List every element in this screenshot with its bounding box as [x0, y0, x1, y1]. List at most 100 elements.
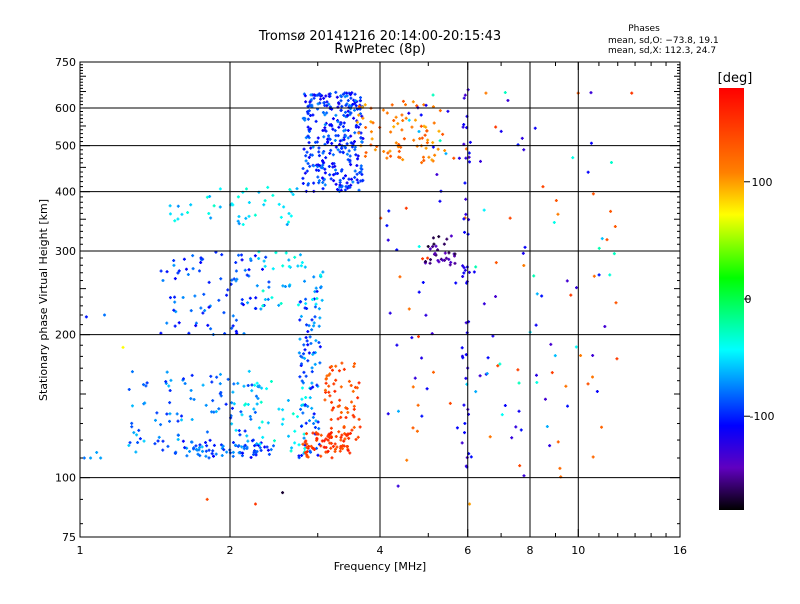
- data-point: [199, 306, 203, 310]
- data-point: [207, 448, 211, 452]
- data-point: [463, 268, 467, 272]
- data-point: [234, 261, 238, 265]
- data-point: [443, 149, 447, 153]
- data-point: [395, 343, 399, 347]
- data-point: [498, 362, 502, 366]
- data-point: [415, 144, 419, 148]
- data-point: [356, 435, 360, 439]
- data-point: [330, 368, 334, 372]
- data-point: [447, 251, 451, 255]
- data-point: [307, 444, 311, 448]
- data-point: [161, 279, 165, 283]
- data-point: [284, 251, 288, 255]
- data-point: [277, 303, 281, 307]
- data-point: [226, 377, 230, 381]
- data-point: [176, 271, 180, 275]
- data-point: [182, 257, 186, 261]
- data-point: [209, 216, 213, 220]
- data-point: [306, 117, 310, 121]
- data-point: [311, 385, 315, 389]
- data-point: [279, 215, 283, 219]
- data-point: [326, 137, 330, 141]
- data-point: [421, 280, 425, 284]
- data-point: [421, 257, 425, 261]
- data-point: [334, 168, 338, 172]
- data-point: [130, 421, 134, 425]
- data-point: [250, 383, 254, 387]
- data-point: [322, 177, 326, 181]
- data-point: [300, 386, 304, 390]
- data-point: [340, 185, 344, 189]
- data-point: [310, 406, 314, 410]
- data-point: [201, 257, 205, 261]
- data-point: [305, 442, 309, 446]
- data-point: [306, 134, 310, 138]
- data-point: [254, 394, 258, 398]
- data-point: [230, 326, 234, 330]
- data-point: [534, 323, 538, 327]
- data-point: [296, 264, 300, 268]
- data-point: [419, 124, 423, 128]
- data-point: [218, 382, 222, 386]
- data-point: [449, 260, 453, 264]
- data-point: [423, 133, 427, 137]
- data-point: [316, 453, 320, 457]
- data-point: [343, 95, 347, 99]
- data-point: [523, 245, 527, 249]
- data-point: [345, 94, 349, 98]
- data-point: [203, 309, 207, 313]
- data-point: [263, 199, 267, 203]
- data-point: [533, 126, 537, 130]
- data-point: [591, 455, 595, 459]
- data-point: [327, 384, 331, 388]
- data-point: [432, 242, 436, 246]
- data-point: [329, 418, 333, 422]
- data-point: [324, 381, 328, 385]
- data-point: [305, 307, 309, 311]
- data-point: [348, 154, 352, 158]
- data-point: [180, 212, 184, 216]
- data-point: [269, 448, 273, 452]
- data-point: [211, 399, 215, 403]
- data-point: [343, 437, 347, 441]
- x-tick-label: 16: [673, 544, 687, 557]
- data-point: [334, 113, 338, 117]
- data-point: [190, 418, 194, 422]
- data-point: [312, 321, 316, 325]
- data-point: [340, 433, 344, 437]
- data-point: [265, 445, 269, 449]
- data-point: [461, 275, 465, 279]
- data-point: [358, 425, 362, 429]
- data-point: [535, 292, 539, 296]
- data-point: [185, 454, 189, 458]
- data-point: [225, 450, 229, 454]
- data-point: [402, 137, 406, 141]
- y-tick-label: 75: [62, 531, 76, 544]
- data-point: [245, 434, 249, 438]
- data-point: [337, 430, 341, 434]
- data-point: [290, 446, 294, 450]
- data-point: [222, 311, 226, 315]
- data-point: [494, 261, 498, 265]
- data-point: [401, 119, 405, 123]
- data-point: [520, 136, 524, 140]
- data-point: [198, 454, 202, 458]
- data-point: [310, 366, 314, 370]
- data-point: [354, 104, 358, 108]
- data-point: [259, 400, 263, 404]
- data-point: [253, 254, 257, 258]
- data-point: [306, 404, 310, 408]
- data-point: [608, 273, 612, 277]
- data-point: [299, 424, 303, 428]
- data-point: [168, 419, 172, 423]
- data-point: [316, 136, 320, 140]
- data-point: [84, 315, 88, 319]
- data-point: [240, 258, 244, 262]
- data-point: [349, 384, 353, 388]
- data-point: [566, 404, 570, 408]
- data-point: [316, 432, 320, 436]
- data-point: [329, 177, 333, 181]
- data-point: [438, 199, 442, 203]
- data-point: [478, 159, 482, 163]
- data-point: [323, 104, 327, 108]
